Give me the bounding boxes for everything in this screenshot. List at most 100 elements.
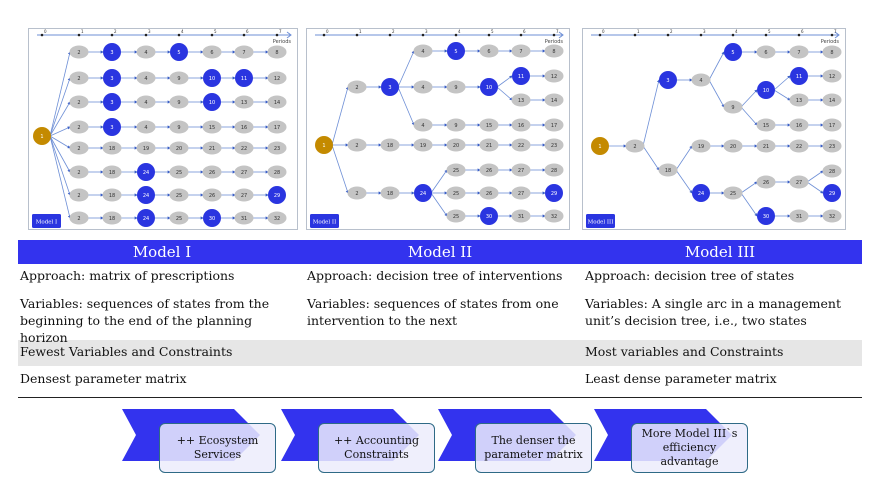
- edge-arrow: [49, 126, 71, 137]
- model-1-diagram: 0 1 2 3 4 5 6 7 Periods 1 2 3 4 5 6 7 8 2 3 4 9 10 11 12 2 3 4 9 10 1…: [28, 28, 298, 230]
- axis-tick: [552, 33, 556, 37]
- state-node-label: 21: [763, 144, 769, 150]
- state-node-label: 14: [274, 100, 280, 106]
- nodes: 12 3 4 5 6 7 82 3 4 9 10 11 122 3 4 9 10 13 142 3 4 9 15 16 172 1…: [33, 43, 287, 227]
- state-node-label: 2: [77, 216, 80, 222]
- axis-tick-label: 5: [214, 29, 217, 34]
- state-node-label: 2: [355, 143, 358, 149]
- state-node: [234, 165, 254, 179]
- state-node-label: 27: [241, 170, 247, 176]
- model-badge[interactable]: Model I: [32, 214, 61, 228]
- state-node-label: 4: [144, 76, 147, 82]
- state-node: [479, 138, 499, 152]
- axis-tick-label: 2: [114, 29, 117, 34]
- axis-tick: [421, 33, 425, 37]
- edge-arrow: [496, 75, 513, 88]
- state-node: [723, 100, 743, 114]
- state-node-label: 23: [274, 146, 280, 152]
- state-node: [267, 95, 287, 109]
- state-node-label: 30: [486, 214, 492, 220]
- axis-tick-label: 0: [326, 29, 329, 34]
- axis-tick: [797, 33, 801, 37]
- axis-tick: [699, 33, 703, 37]
- state-node: [413, 138, 433, 152]
- state-node-label: 12: [551, 74, 557, 80]
- edge-arrow: [675, 169, 693, 194]
- axis-tick: [110, 33, 114, 37]
- comparison-header: Model I Model II Model III: [18, 240, 862, 264]
- state-node-label: 3: [110, 100, 113, 106]
- state-node-label: 28: [551, 168, 557, 174]
- state-node-label: 24: [143, 216, 149, 222]
- state-node: [511, 163, 531, 177]
- axis-tick: [666, 33, 670, 37]
- state-node-label: 17: [829, 123, 835, 129]
- state-node-label: 27: [241, 193, 247, 199]
- edge-arrow: [642, 79, 660, 147]
- edge-arrow: [331, 86, 349, 146]
- state-node-label: 25: [453, 214, 459, 220]
- state-node: [136, 141, 156, 155]
- approach-model-1: Approach: matrix of prescriptions: [20, 268, 235, 283]
- state-node-label: 18: [109, 193, 115, 199]
- state-node-label: 31: [241, 216, 247, 222]
- state-node: [756, 118, 776, 132]
- axis-tick: [355, 33, 359, 37]
- state-node: [69, 165, 89, 179]
- state-node-label: 31: [518, 214, 524, 220]
- approach-model-3: Approach: decision tree of states: [585, 268, 795, 283]
- state-node: [169, 95, 189, 109]
- state-node: [202, 188, 222, 202]
- edge-arrow: [496, 86, 513, 101]
- state-node-label: 24: [143, 170, 149, 176]
- state-node: [234, 211, 254, 225]
- state-node-label: 28: [274, 170, 280, 176]
- state-node: [789, 139, 809, 153]
- model-badge[interactable]: Model III: [586, 214, 615, 228]
- state-node: [102, 188, 122, 202]
- state-node-label: 12: [829, 74, 835, 80]
- state-node: [822, 45, 842, 59]
- state-node: [822, 118, 842, 132]
- size-row-band: [18, 340, 862, 366]
- state-node-label: 14: [829, 98, 835, 104]
- axis-tick: [764, 33, 768, 37]
- state-node-label: 24: [698, 191, 704, 197]
- state-node: [692, 184, 710, 202]
- state-node-label: 18: [109, 170, 115, 176]
- axis-tick-label: 1: [637, 29, 640, 34]
- state-node-label: 25: [453, 191, 459, 197]
- state-node-label: 31: [796, 214, 802, 220]
- state-node: [202, 141, 222, 155]
- state-node: [479, 163, 499, 177]
- edge-arrow: [708, 51, 725, 81]
- state-node-label: 23: [551, 143, 557, 149]
- state-node: [234, 141, 254, 155]
- state-node-label: 27: [796, 180, 802, 186]
- state-node-label: 19: [698, 144, 704, 150]
- state-node-label: 13: [241, 100, 247, 106]
- state-node: [625, 139, 645, 153]
- edge-arrow: [397, 86, 415, 126]
- state-node-label: 6: [210, 50, 213, 56]
- state-node-label: 11: [796, 74, 802, 80]
- state-node-label: 16: [796, 123, 802, 129]
- state-node: [789, 45, 809, 59]
- state-node-label: 7: [797, 50, 800, 56]
- state-node-label: 22: [518, 143, 524, 149]
- state-node-label: 15: [763, 123, 769, 129]
- state-node-label: 18: [387, 191, 393, 197]
- state-node: [544, 209, 564, 223]
- state-node: [169, 71, 189, 85]
- state-node-label: 2: [77, 50, 80, 56]
- state-node: [203, 209, 221, 227]
- state-node: [169, 141, 189, 155]
- state-node: [511, 93, 531, 107]
- axis-tick: [40, 33, 44, 37]
- state-node-label: 4: [421, 123, 424, 129]
- state-node: [137, 163, 155, 181]
- state-node: [203, 69, 221, 87]
- state-node: [169, 188, 189, 202]
- state-node-label: 12: [274, 76, 280, 82]
- model-badge[interactable]: Model II: [310, 214, 339, 228]
